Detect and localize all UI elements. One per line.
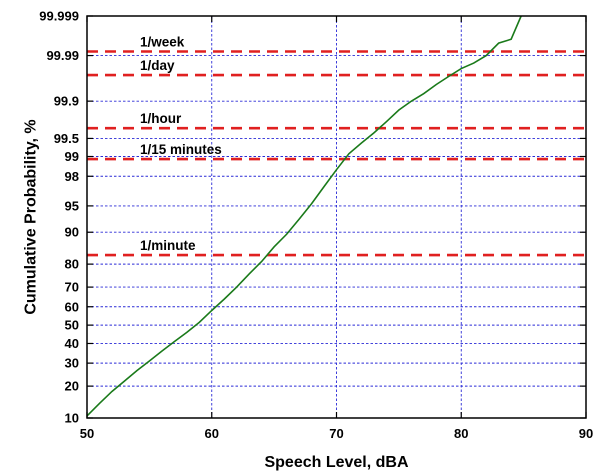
y-tick-label: 95 — [65, 198, 79, 213]
grid — [86, 15, 587, 419]
x-tick-label: 50 — [80, 426, 94, 441]
y-tick-label: 30 — [65, 356, 79, 371]
y-tick-label: 99.9 — [54, 94, 79, 109]
reference-line-label: 1/hour — [140, 111, 182, 126]
reference-line-label: 1/15 minutes — [140, 142, 222, 157]
reference-line-label: 1/minute — [140, 238, 196, 253]
y-tick-label: 20 — [65, 379, 79, 394]
y-tick-label: 70 — [65, 280, 79, 295]
y-tick-label: 50 — [65, 318, 79, 333]
y-tick-label: 80 — [65, 257, 79, 272]
series — [86, 15, 522, 417]
y-axis-label: Cumulative Probability, % — [23, 119, 40, 314]
y-tick-labels: 10 20 30 40 50 60 70 80 90 95 98 99 99.5 99.9 99.99 99.… — [39, 9, 79, 426]
plot-frame — [86, 15, 587, 419]
x-tick-label: 70 — [329, 426, 343, 441]
reference-line-label: 1/week — [140, 35, 185, 50]
reference-line-labels: 1/week 1/day 1/hour 1/15 minutes 1/minute — [140, 35, 222, 254]
y-tick-label: 99.99 — [46, 48, 79, 63]
y-tick-label: 98 — [65, 169, 79, 184]
y-tick-label: 99 — [65, 149, 79, 164]
data-series-line — [86, 15, 522, 417]
x-tick-label: 60 — [205, 426, 219, 441]
x-tick-labels: 50 60 70 80 90 — [80, 426, 593, 441]
reference-lines — [87, 50, 586, 257]
x-tick-label: 90 — [579, 426, 593, 441]
y-tick-label: 10 — [65, 411, 79, 426]
y-tick-label: 40 — [65, 336, 79, 351]
x-axis-label: Speech Level, dBA — [264, 454, 408, 471]
y-tick-label: 60 — [65, 299, 79, 314]
y-tick-label: 99.999 — [39, 9, 79, 24]
y-tick-label: 90 — [65, 225, 79, 240]
reference-line-label: 1/day — [140, 58, 175, 73]
x-tick-label: 80 — [454, 426, 468, 441]
y-tick-label: 99.5 — [54, 131, 79, 146]
